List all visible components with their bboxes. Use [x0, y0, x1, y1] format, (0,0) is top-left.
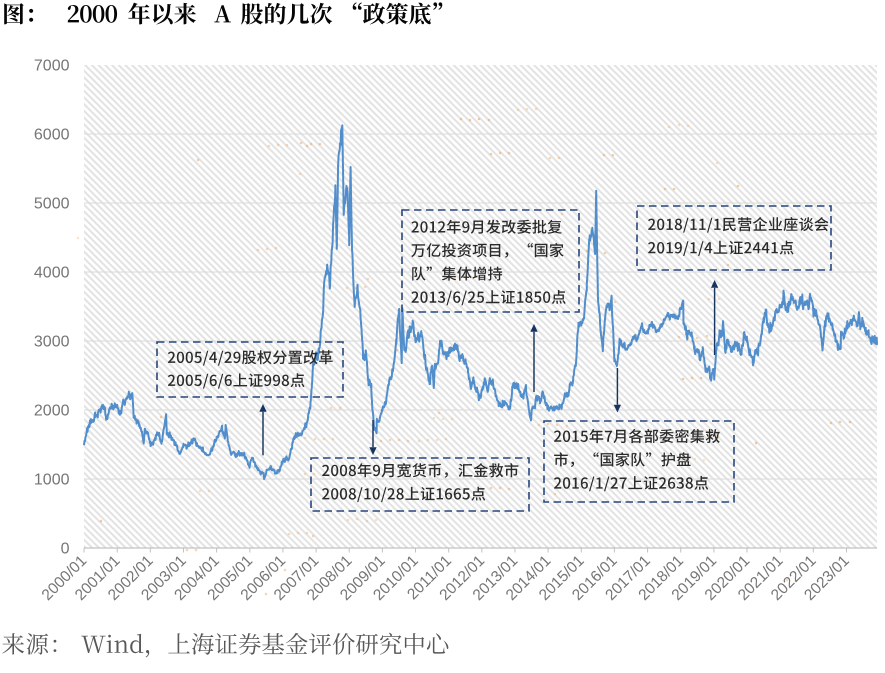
svg-text:7000: 7000 [34, 57, 70, 74]
svg-text:1000: 1000 [34, 471, 70, 488]
svg-text:2000: 2000 [34, 402, 70, 419]
svg-text:4000: 4000 [34, 264, 70, 281]
svg-text:3000: 3000 [34, 333, 70, 350]
svg-text:0: 0 [61, 540, 70, 557]
svg-text:5000: 5000 [34, 195, 70, 212]
svg-text:6000: 6000 [34, 126, 70, 143]
